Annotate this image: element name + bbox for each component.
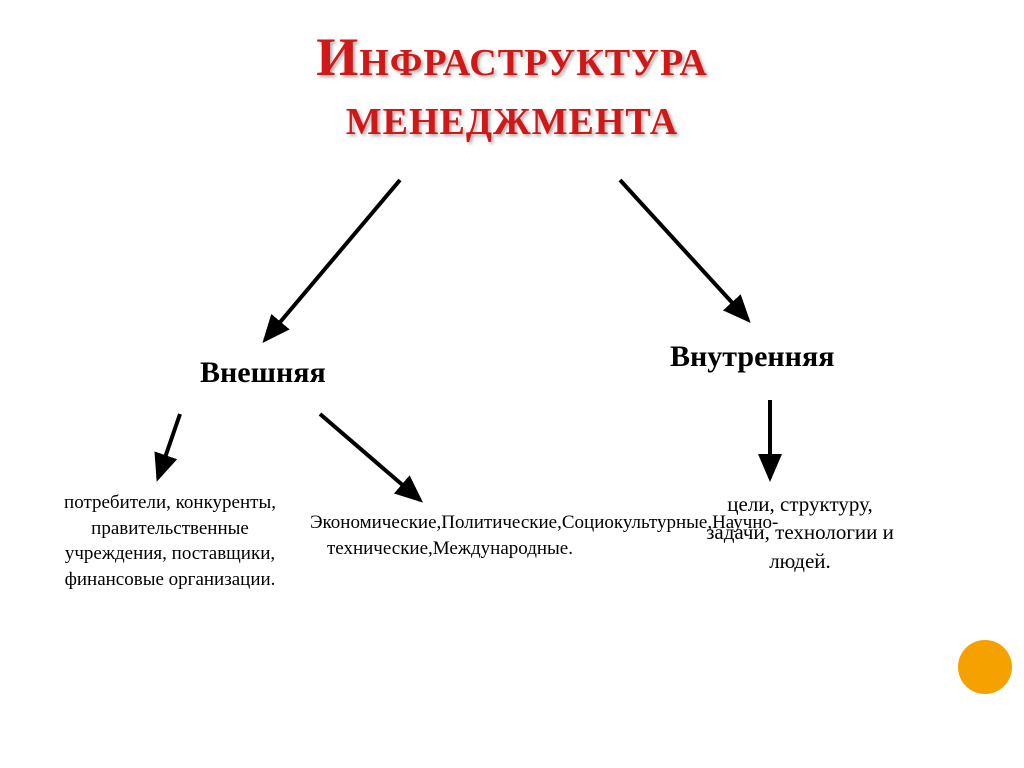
leaf-consumers: потребители, конкуренты, правительственн…: [55, 490, 285, 593]
accent-dot: [958, 640, 1012, 694]
title-line-2: менеджмента: [0, 87, 1024, 146]
diagram-title: Инфраструктура менеджмента: [0, 0, 1024, 147]
leaf-goals: цели, структуру, задачи, технологии и лю…: [700, 490, 900, 575]
branch-external: Внешняя: [200, 356, 326, 390]
leaf-economic: Экономические,Политические,Социокультурн…: [310, 510, 590, 561]
title-line-1: Инфраструктура: [0, 28, 1024, 87]
branch-internal: Внутренняя: [670, 340, 834, 374]
